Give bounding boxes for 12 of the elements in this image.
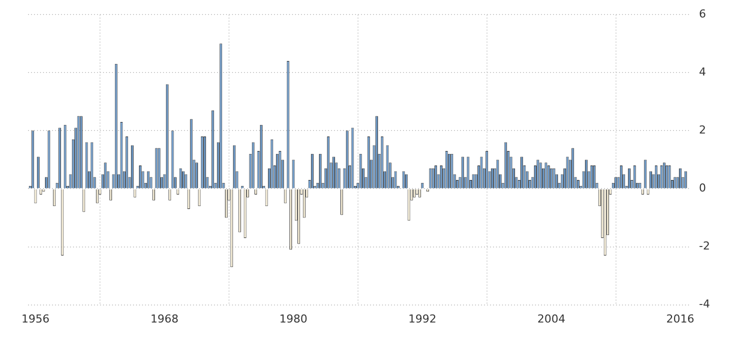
y-tick-label: -2 [699, 240, 710, 253]
y-tick-label: 2 [699, 124, 706, 137]
x-tick-label: 1992 [408, 312, 436, 326]
y-tick-label: 4 [699, 66, 706, 78]
x-tick-label: 2004 [537, 312, 566, 326]
y-tick-label: -4 [699, 298, 710, 311]
x-tick-label: 1956 [22, 312, 50, 326]
y-tick-label: 0 [699, 182, 706, 195]
y-tick-label: 6 [699, 7, 706, 20]
x-tick-label: 1980 [279, 312, 308, 326]
x-tick-label: 2016 [666, 312, 694, 326]
x-tick-label: 1968 [150, 312, 178, 326]
